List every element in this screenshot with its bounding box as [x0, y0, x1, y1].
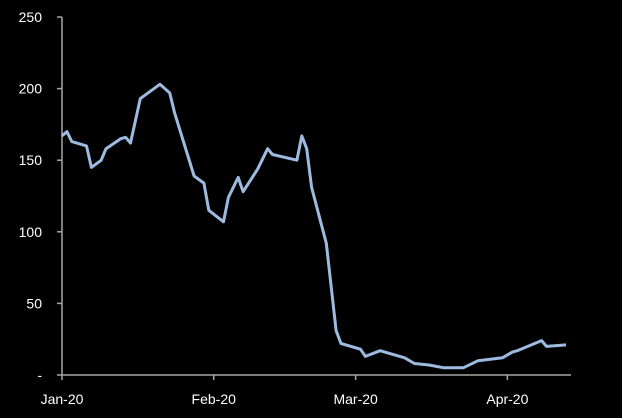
y-tick-label: 250 — [19, 9, 43, 25]
y-axis: - 50 100 150 200 250 — [19, 9, 63, 383]
y-tick-label: 150 — [19, 152, 43, 168]
x-tick-label: Apr-20 — [486, 391, 528, 407]
x-tick-label: Mar-20 — [333, 391, 378, 407]
plot-area — [61, 82, 567, 370]
series-line — [61, 82, 567, 370]
x-tick-label: Jan-20 — [41, 391, 84, 407]
x-axis: Jan-20 Feb-20 Mar-20 Apr-20 — [41, 374, 571, 407]
y-tick-label: 50 — [26, 295, 42, 311]
y-tick-label: - — [37, 367, 42, 383]
y-tick-label: 100 — [19, 224, 43, 240]
y-tick-label: 200 — [19, 81, 43, 97]
x-tick-label: Feb-20 — [192, 391, 237, 407]
